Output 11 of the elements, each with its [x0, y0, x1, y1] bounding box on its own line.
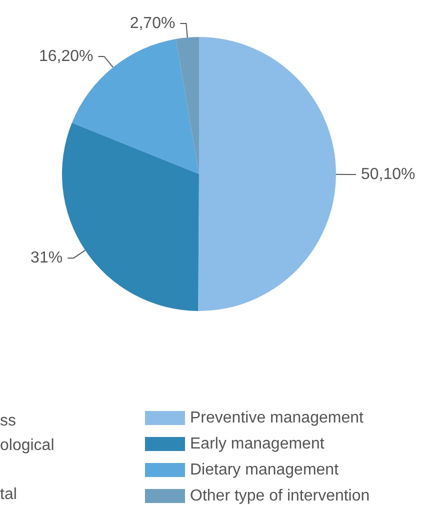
legend-label: Preventive management — [190, 410, 364, 426]
data-label: 31% — [30, 250, 63, 267]
legend-label: Early management — [190, 436, 325, 452]
text: ological — [0, 437, 54, 454]
legend-label: Dietary management — [190, 462, 340, 478]
legend-label: Other type of intervention — [190, 488, 370, 504]
data-label: 2,70% — [130, 15, 176, 32]
data-label: 16,20% — [38, 48, 94, 65]
text: tal — [0, 486, 17, 503]
text: ss — [0, 412, 16, 430]
data-label: 50,10% — [361, 166, 416, 183]
